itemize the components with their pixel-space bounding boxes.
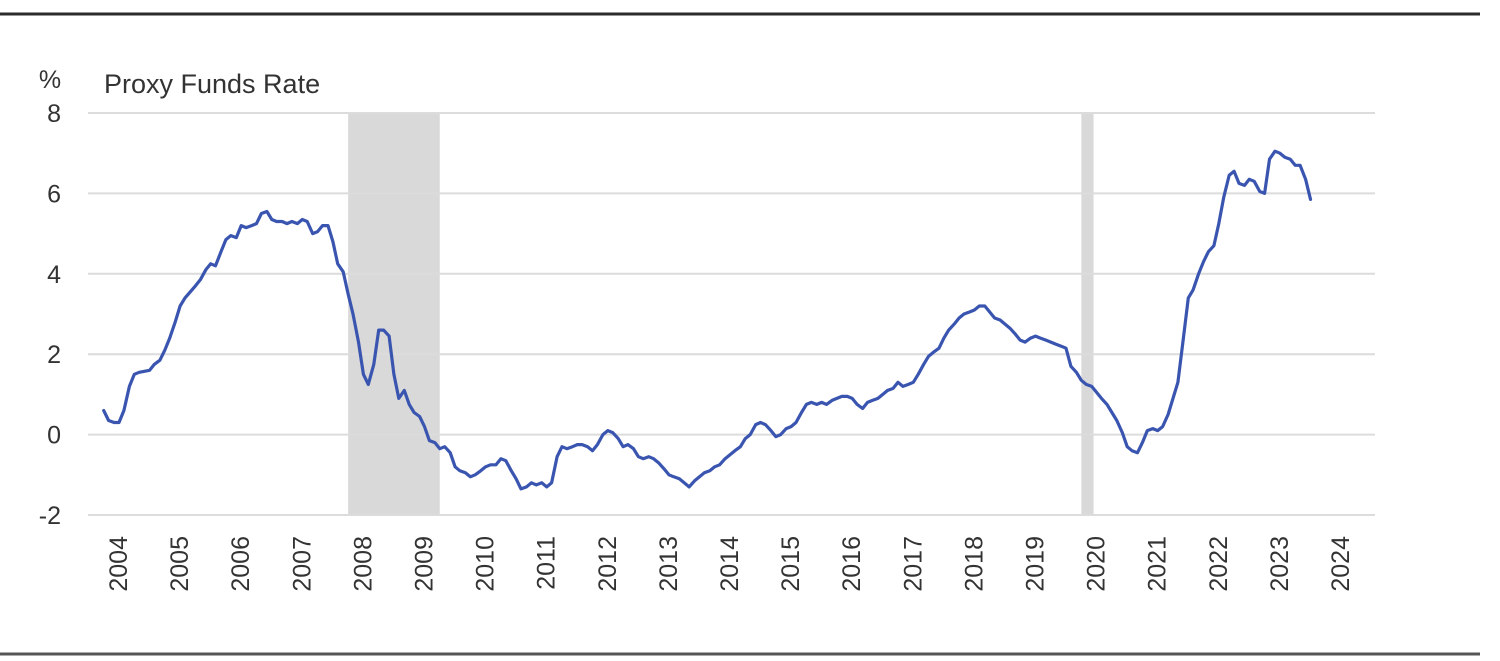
- y-tick-label: -2: [39, 502, 61, 530]
- x-tick-label: 2004: [105, 536, 133, 592]
- x-tick-label: 2020: [1083, 536, 1111, 592]
- y-tick-label: 6: [47, 180, 61, 208]
- x-tick-label: 2022: [1205, 536, 1233, 592]
- y-tick-label: 0: [47, 422, 61, 450]
- gridlines: [88, 112, 1375, 516]
- x-tick-label: 2005: [166, 536, 194, 592]
- x-axis-ticks: 2004 2005 2006 2007 2008 2009 2010 2011 2012 2013…: [105, 536, 1355, 592]
- x-tick-label: 2010: [472, 536, 500, 592]
- x-tick-label: 2015: [777, 536, 805, 592]
- x-tick-label: 2024: [1327, 536, 1355, 592]
- series-line: [102, 149, 1313, 491]
- y-tick-label: 2: [47, 341, 61, 369]
- y-tick-label: 8: [47, 100, 61, 128]
- recession-shading: [348, 113, 1094, 515]
- x-tick-label: 2019: [1022, 536, 1050, 592]
- x-tick-label: 2008: [349, 536, 377, 592]
- x-tick-label: 2013: [655, 536, 683, 592]
- x-tick-label: 2023: [1266, 536, 1294, 592]
- x-tick-label: 2006: [227, 536, 255, 592]
- x-tick-label: 2012: [594, 536, 622, 592]
- x-tick-label: 2017: [899, 536, 927, 592]
- x-tick-label: 2009: [411, 536, 439, 592]
- recession-band: [1081, 113, 1094, 515]
- y-axis-ticks: 8 6 4 2 0 -2: [39, 100, 61, 530]
- y-tick-label: 4: [47, 261, 61, 289]
- recession-band: [348, 113, 440, 515]
- series-line-layer: [102, 149, 1313, 491]
- chart-title: Proxy Funds Rate: [104, 69, 320, 99]
- x-tick-label: 2018: [960, 536, 988, 592]
- x-tick-label: 2016: [838, 536, 866, 592]
- x-tick-label: 2014: [716, 536, 744, 592]
- x-tick-label: 2021: [1144, 536, 1172, 592]
- x-tick-label: 2011: [533, 536, 561, 590]
- y-unit-label: %: [39, 66, 61, 94]
- x-tick-label: 2007: [288, 536, 316, 592]
